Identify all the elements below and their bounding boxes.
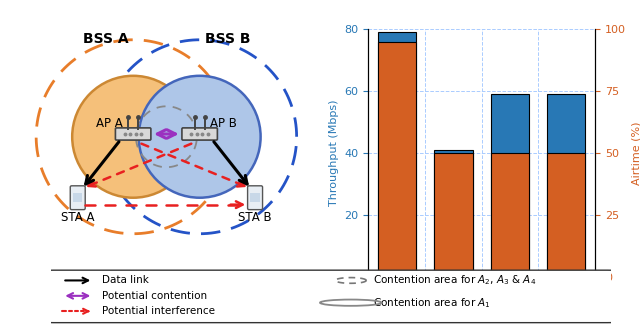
Text: Contention area for $A_2$, $A_3$ & $A_4$: Contention area for $A_2$, $A_3$ & $A_4$ — [373, 274, 536, 287]
Bar — [491, 95, 529, 277]
FancyBboxPatch shape — [73, 193, 83, 202]
Bar — [435, 153, 472, 277]
Text: AP B: AP B — [210, 117, 237, 130]
Text: Potential contention: Potential contention — [102, 291, 207, 301]
Text: Potential interference: Potential interference — [102, 306, 214, 316]
Text: AP A: AP A — [96, 117, 123, 130]
FancyBboxPatch shape — [43, 270, 618, 323]
Bar — [547, 153, 585, 277]
Y-axis label: Throughput (Mbps): Throughput (Mbps) — [328, 100, 339, 206]
Text: BSS A: BSS A — [83, 32, 128, 46]
Text: Contention area for $A_1$: Contention area for $A_1$ — [373, 296, 491, 310]
Bar — [491, 153, 529, 277]
Text: BSS B: BSS B — [205, 32, 250, 46]
Bar — [378, 42, 417, 277]
Y-axis label: Airtime (%): Airtime (%) — [632, 122, 640, 185]
Text: STA A: STA A — [61, 211, 95, 224]
FancyBboxPatch shape — [250, 193, 260, 202]
Text: STA B: STA B — [238, 211, 272, 224]
FancyBboxPatch shape — [182, 128, 218, 140]
Bar — [435, 150, 472, 277]
Circle shape — [72, 76, 194, 198]
FancyBboxPatch shape — [115, 128, 151, 140]
FancyBboxPatch shape — [70, 186, 85, 210]
Bar — [378, 32, 417, 277]
Text: Data link: Data link — [102, 275, 148, 286]
Bar — [547, 95, 585, 277]
Circle shape — [139, 76, 260, 198]
FancyBboxPatch shape — [248, 186, 262, 210]
